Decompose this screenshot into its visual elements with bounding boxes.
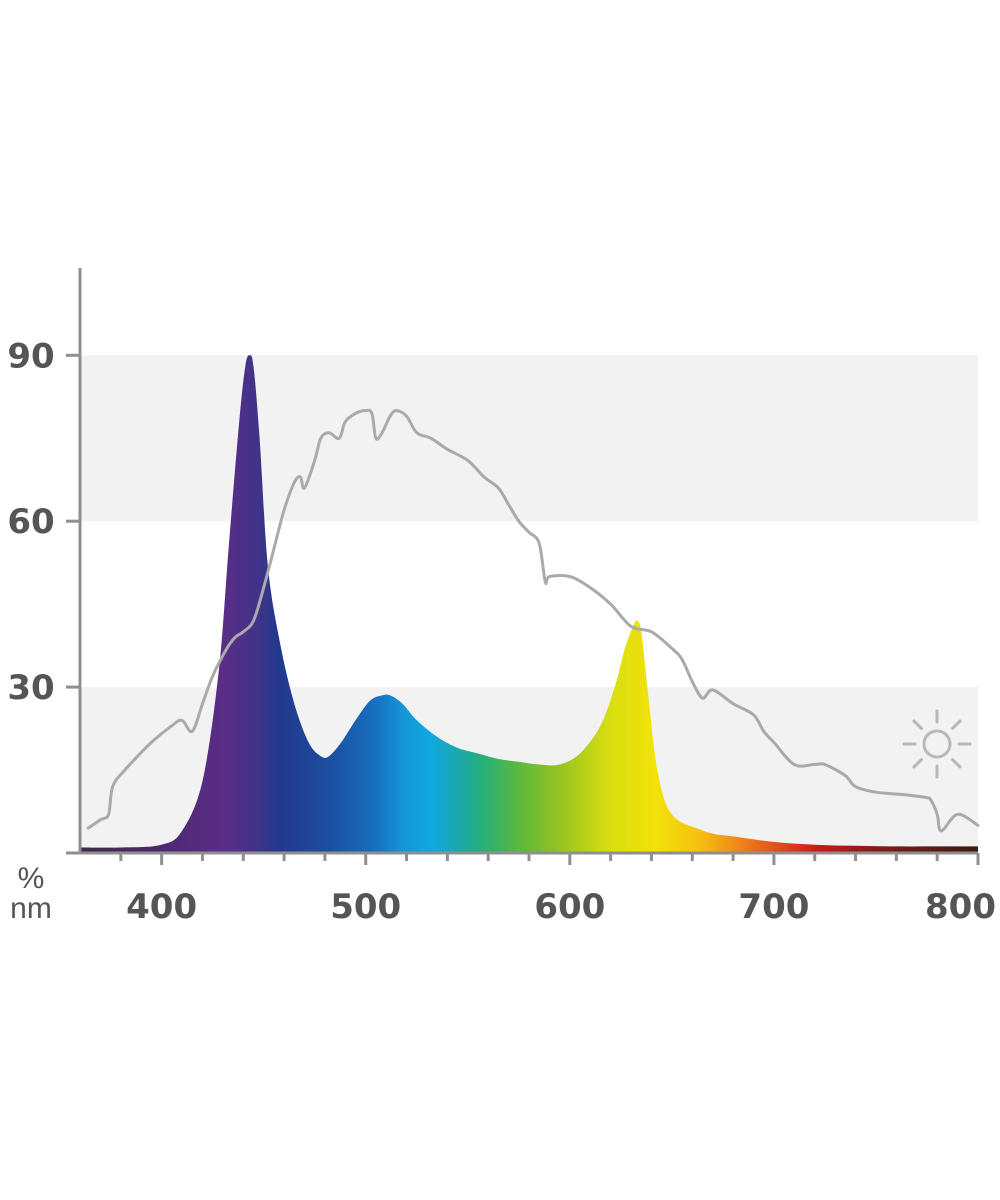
y-tick-label: 30: [7, 668, 54, 708]
y-axis-unit-label: %: [18, 862, 45, 895]
x-axis-unit-label: nm: [10, 892, 52, 925]
x-tick-label: 700: [738, 887, 809, 927]
sunlight-reference-line: [86, 408, 980, 833]
x-tick-label: 600: [534, 887, 605, 927]
x-tick-label: 800: [925, 887, 996, 927]
y-tick-label: 60: [7, 502, 54, 542]
x-tick-label: 500: [330, 887, 401, 927]
y-tick-label: 90: [7, 336, 54, 376]
sun-icon: [902, 709, 972, 779]
grid-band: [80, 355, 978, 522]
x-tick-label: 400: [126, 887, 197, 927]
